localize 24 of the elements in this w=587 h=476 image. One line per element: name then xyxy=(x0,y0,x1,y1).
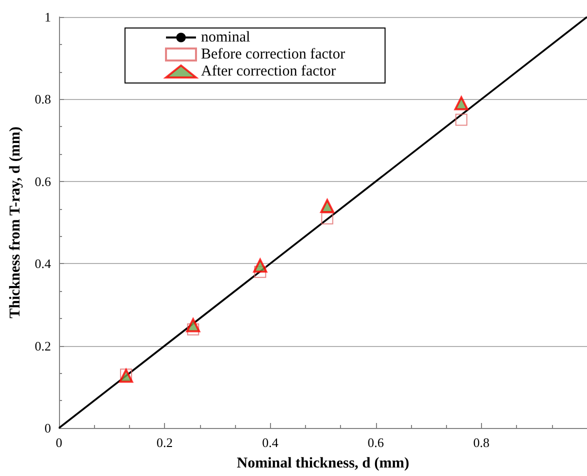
y-tick-label: 1 xyxy=(44,10,51,24)
legend-label: nominal xyxy=(201,30,250,46)
legend-label: Before correction factor xyxy=(201,46,346,62)
legend-label: After correction factor xyxy=(201,64,336,80)
y-tick-label: 0.8 xyxy=(34,92,51,107)
point xyxy=(186,318,200,332)
point xyxy=(455,114,468,126)
point xyxy=(253,258,268,273)
x-axis-title: Nominal thickness, d (mm) xyxy=(236,456,410,472)
point xyxy=(187,323,200,336)
x-tick-label: 0.2 xyxy=(156,435,173,450)
point xyxy=(254,266,266,278)
point xyxy=(320,199,334,214)
y-axis-title: Thickness from T-ray, d (mm) xyxy=(8,126,24,318)
y-tick-label: 0.6 xyxy=(34,174,52,189)
y-tick-label: 0.2 xyxy=(34,338,51,354)
x-tick-label: 0.4 xyxy=(262,435,279,450)
y-tick-label: 0.4 xyxy=(34,256,52,272)
point xyxy=(454,96,468,110)
x-tick-label: 0.6 xyxy=(368,435,384,450)
y-tick-label: 0 xyxy=(44,420,51,436)
x-tick-label: 0 xyxy=(56,435,62,450)
point xyxy=(321,212,334,224)
x-tick-label: 0.8 xyxy=(473,435,490,450)
